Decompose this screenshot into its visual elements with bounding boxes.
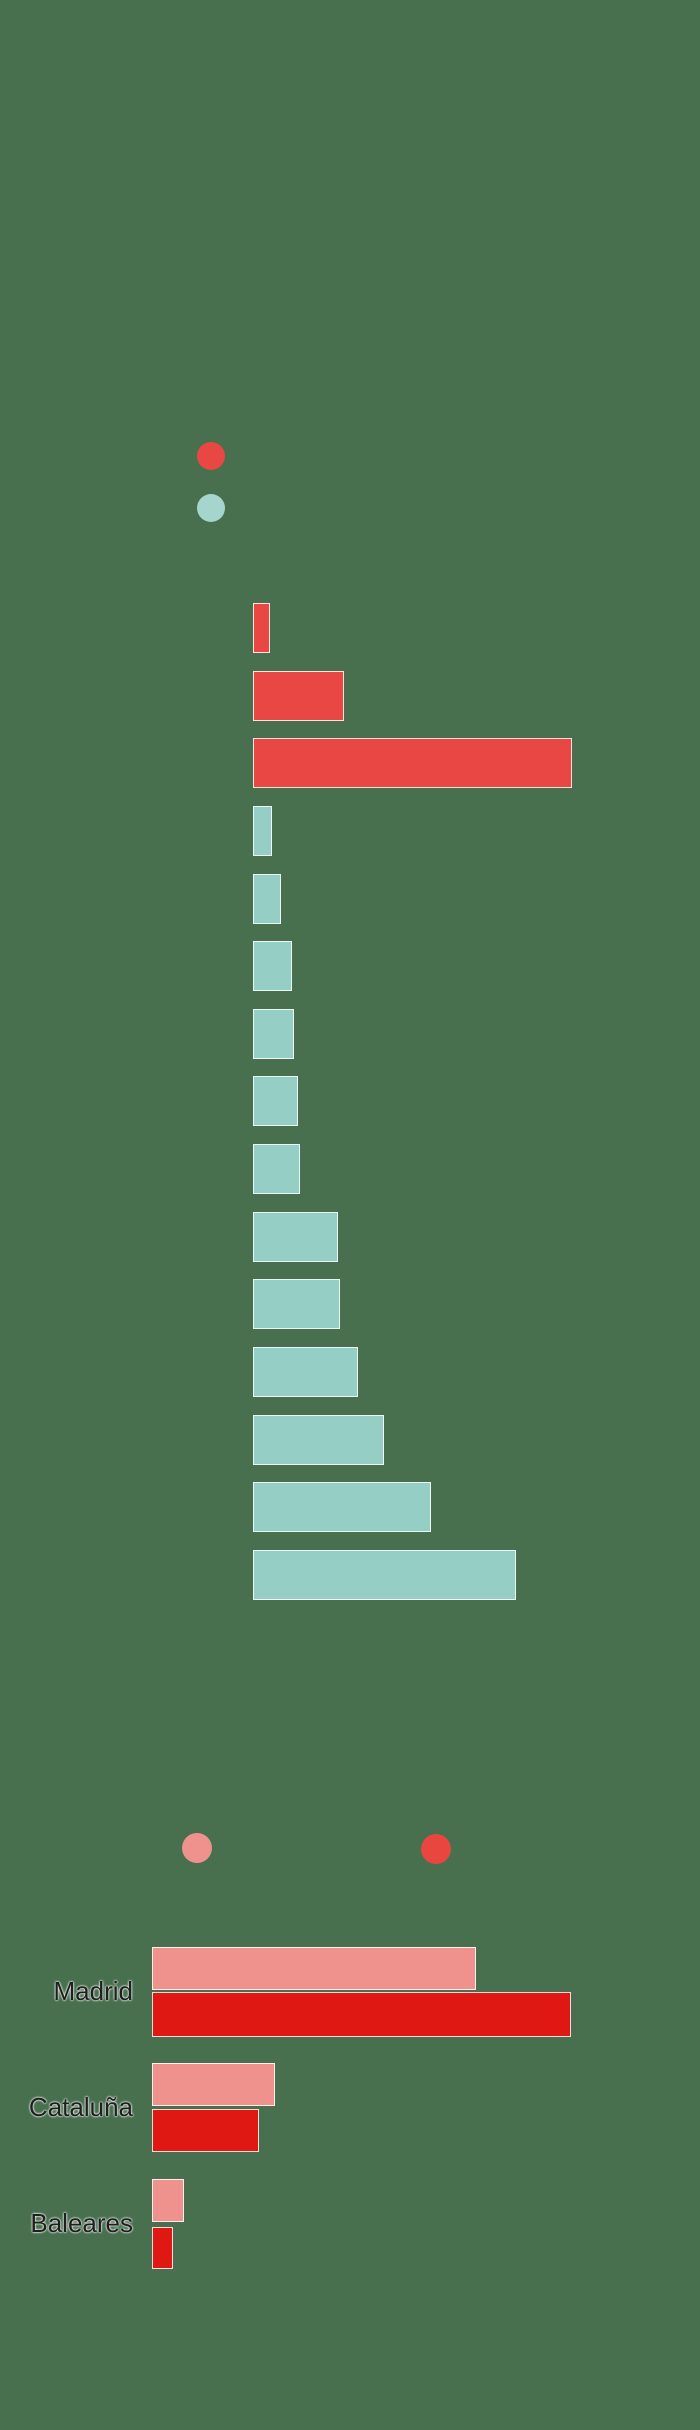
chart1-bar-3-red — [253, 738, 572, 788]
chart1-bar-6-teal — [253, 941, 292, 991]
chart1-bar-9-teal — [253, 1144, 300, 1194]
chart2-bar-cataluña-red — [152, 2109, 259, 2152]
chart2-bar-baleares-pink — [152, 2179, 184, 2222]
chart1-bar-12-teal — [253, 1347, 358, 1397]
category-label-madrid: Madrid — [53, 1976, 133, 2006]
chart1-bar-1-red — [253, 603, 270, 653]
chart1-bar-11-teal — [253, 1279, 340, 1329]
chart2-bar-cataluña-pink — [152, 2063, 275, 2106]
chart1-bar-8-teal — [253, 1076, 298, 1126]
category-label-baleares: Baleares — [30, 2208, 133, 2238]
chart1-bar-4-teal — [253, 806, 272, 856]
chart1-legend-red-dot-icon — [197, 442, 225, 470]
chart1-bar-14-teal — [253, 1482, 431, 1532]
chart2-bar-baleares-red — [152, 2227, 173, 2269]
chart1-legend-teal-dot-icon — [197, 494, 225, 522]
chart2-bar-madrid-pink — [152, 1947, 476, 1990]
category-label-cataluna: Cataluña — [28, 2092, 133, 2122]
chart1-bar-2-red — [253, 671, 344, 721]
chart1-bar-15-teal — [253, 1550, 516, 1600]
chart2-legend-pink-dot-icon — [182, 1833, 212, 1863]
chart2-legend-red-dot-icon — [421, 1834, 451, 1864]
chart1-bar-10-teal — [253, 1212, 338, 1262]
chart2-bar-madrid-red — [152, 1992, 571, 2037]
chart1-bar-5-teal — [253, 874, 281, 924]
chart1-bar-7-teal — [253, 1009, 294, 1059]
chart1-bar-13-teal — [253, 1415, 384, 1465]
